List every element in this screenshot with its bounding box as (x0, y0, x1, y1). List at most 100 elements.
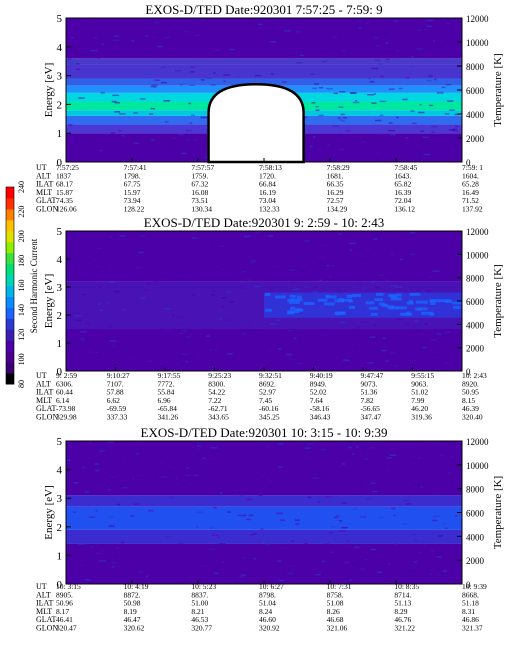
orbit-value: 50.96 (56, 599, 73, 608)
noise-speck (275, 319, 281, 321)
noise-speck (82, 466, 85, 469)
noise-speck (84, 566, 87, 569)
enhancement-cell (348, 299, 353, 303)
noise-speck (378, 63, 383, 65)
noise-speck (183, 30, 188, 33)
noise-speck (429, 443, 436, 445)
noise-speck (176, 137, 180, 139)
noise-speck (375, 286, 380, 289)
y-tick-label: 2 (57, 99, 63, 111)
noise-speck (243, 557, 246, 559)
noise-speck (229, 301, 235, 303)
noise-speck (307, 456, 314, 459)
noise-speck (115, 547, 120, 549)
noise-speck (291, 288, 299, 291)
noise-speck (252, 37, 260, 39)
noise-speck (289, 572, 292, 575)
noise-speck (260, 475, 264, 477)
orbit-value: 67.75 (124, 180, 141, 189)
noise-speck (185, 474, 192, 477)
noise-speck (120, 541, 125, 544)
noise-speck (396, 116, 399, 119)
orbit-row-label: GLON (36, 413, 58, 422)
orbit-value: 16.49 (462, 188, 479, 197)
enhancement-cell (451, 301, 463, 305)
noise-speck (301, 232, 307, 234)
noise-speck (337, 465, 343, 467)
orbit-value: 8.29 (394, 607, 407, 616)
noise-speck (367, 20, 372, 22)
enhancement-cell (405, 312, 413, 316)
right-tick-label: 10000 (466, 250, 489, 260)
y-tick-label: 3 (57, 493, 63, 505)
orbit-row-label: ILAT (36, 599, 53, 608)
enhancement-cell (264, 292, 271, 296)
noise-speck (436, 92, 444, 94)
y-tick-label: 1 (57, 550, 63, 562)
orbit-value: 10: 3:15 (56, 582, 81, 591)
orbit-value: 6306. (56, 379, 73, 388)
noise-speck (279, 579, 285, 582)
noise-speck (210, 526, 213, 529)
noise-speck (451, 456, 454, 458)
orbit-value: 132.33 (259, 205, 280, 214)
noise-speck (359, 485, 365, 488)
noise-speck (98, 28, 102, 31)
noise-speck (164, 307, 171, 310)
noise-speck (153, 280, 159, 282)
orbit-value: 52.02 (310, 388, 327, 397)
noise-speck (89, 546, 93, 548)
orbit-value: 8905. (56, 590, 73, 599)
noise-speck (390, 253, 394, 255)
noise-speck (295, 519, 300, 521)
noise-speck (164, 36, 170, 39)
noise-speck (389, 352, 396, 354)
noise-speck (185, 129, 193, 132)
noise-speck (355, 99, 358, 102)
noise-speck (422, 136, 429, 139)
orbit-value: 343.65 (208, 413, 229, 422)
noise-speck (159, 338, 162, 340)
noise-speck (426, 19, 434, 22)
noise-speck (134, 265, 140, 268)
orbit-value: 341.26 (158, 413, 179, 422)
colorbar-tick-label: 160 (17, 280, 26, 292)
noise-speck (348, 242, 356, 245)
noise-speck (169, 496, 174, 499)
noise-speck (99, 309, 104, 312)
noise-speck (147, 360, 153, 363)
noise-speck (435, 489, 438, 492)
orbit-value: 10: 7:31 (327, 582, 352, 591)
noise-speck (194, 34, 200, 37)
noise-speck (370, 446, 376, 449)
noise-speck (226, 511, 231, 513)
noise-speck (198, 333, 203, 336)
noise-speck (147, 509, 154, 512)
noise-speck (108, 325, 113, 328)
colorbar-frame (5, 186, 15, 385)
noise-speck (406, 445, 412, 447)
noise-speck (264, 262, 267, 264)
noise-speck (361, 448, 366, 450)
noise-speck (454, 113, 460, 116)
noise-speck (395, 49, 399, 52)
noise-speck (340, 113, 345, 116)
enhancement-cell (370, 312, 378, 316)
noise-speck (357, 281, 363, 284)
noise-speck (375, 449, 378, 452)
noise-speck (177, 272, 181, 274)
noise-speck (180, 330, 187, 332)
noise-speck (414, 320, 419, 322)
noise-speck (348, 446, 353, 449)
noise-speck (196, 442, 200, 444)
noise-speck (244, 559, 251, 562)
noise-speck (325, 496, 332, 498)
noise-speck (69, 63, 76, 65)
noise-speck (304, 285, 307, 288)
noise-speck (279, 547, 287, 550)
noise-speck (246, 498, 252, 501)
noise-speck (76, 68, 80, 71)
noise-speck (429, 104, 434, 107)
orbit-value: 8758. (327, 590, 344, 599)
noise-speck (304, 542, 308, 545)
